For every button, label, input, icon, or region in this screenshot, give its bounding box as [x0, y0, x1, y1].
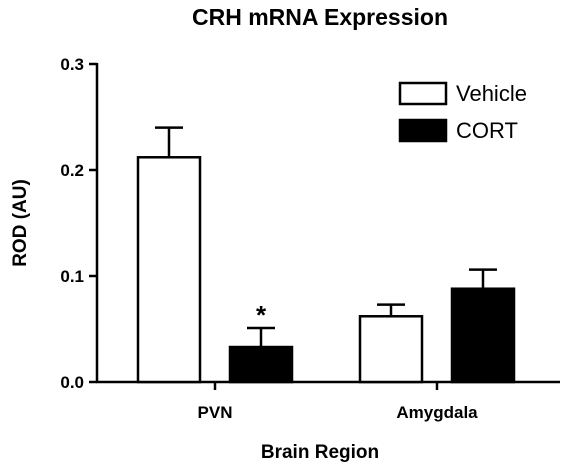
bar-cort-pvn: [228, 345, 294, 384]
y-tick-label: 0.0: [60, 373, 84, 392]
significance-marker: *: [256, 300, 267, 330]
chart-title: CRH mRNA Expression: [192, 4, 448, 30]
x-tick-label-pvn: PVN: [198, 403, 233, 422]
legend-label-vehicle: Vehicle: [456, 81, 527, 106]
x-tick-label-amygdala: Amygdala: [396, 403, 478, 422]
y-axis-label: ROD (AU): [10, 179, 31, 267]
y-tick-label: 0.3: [60, 55, 84, 74]
x-axis-label: Brain Region: [261, 442, 379, 463]
y-tick-label: 0.2: [60, 161, 84, 180]
bar-vehicle-amygdala: [358, 315, 424, 384]
bar-vehicle-pvn: [136, 156, 202, 384]
legend-label-cort: CORT: [456, 118, 518, 143]
legend: Vehicle CORT: [398, 81, 527, 143]
plot-area: 0.0 0.1 0.2 0.3 PVN * Amygdala: [60, 55, 560, 422]
y-tick-label: 0.1: [60, 267, 84, 286]
legend-swatch-vehicle: [398, 81, 448, 106]
legend-swatch-cort: [398, 118, 448, 143]
bar-cort-amygdala: [450, 287, 516, 384]
